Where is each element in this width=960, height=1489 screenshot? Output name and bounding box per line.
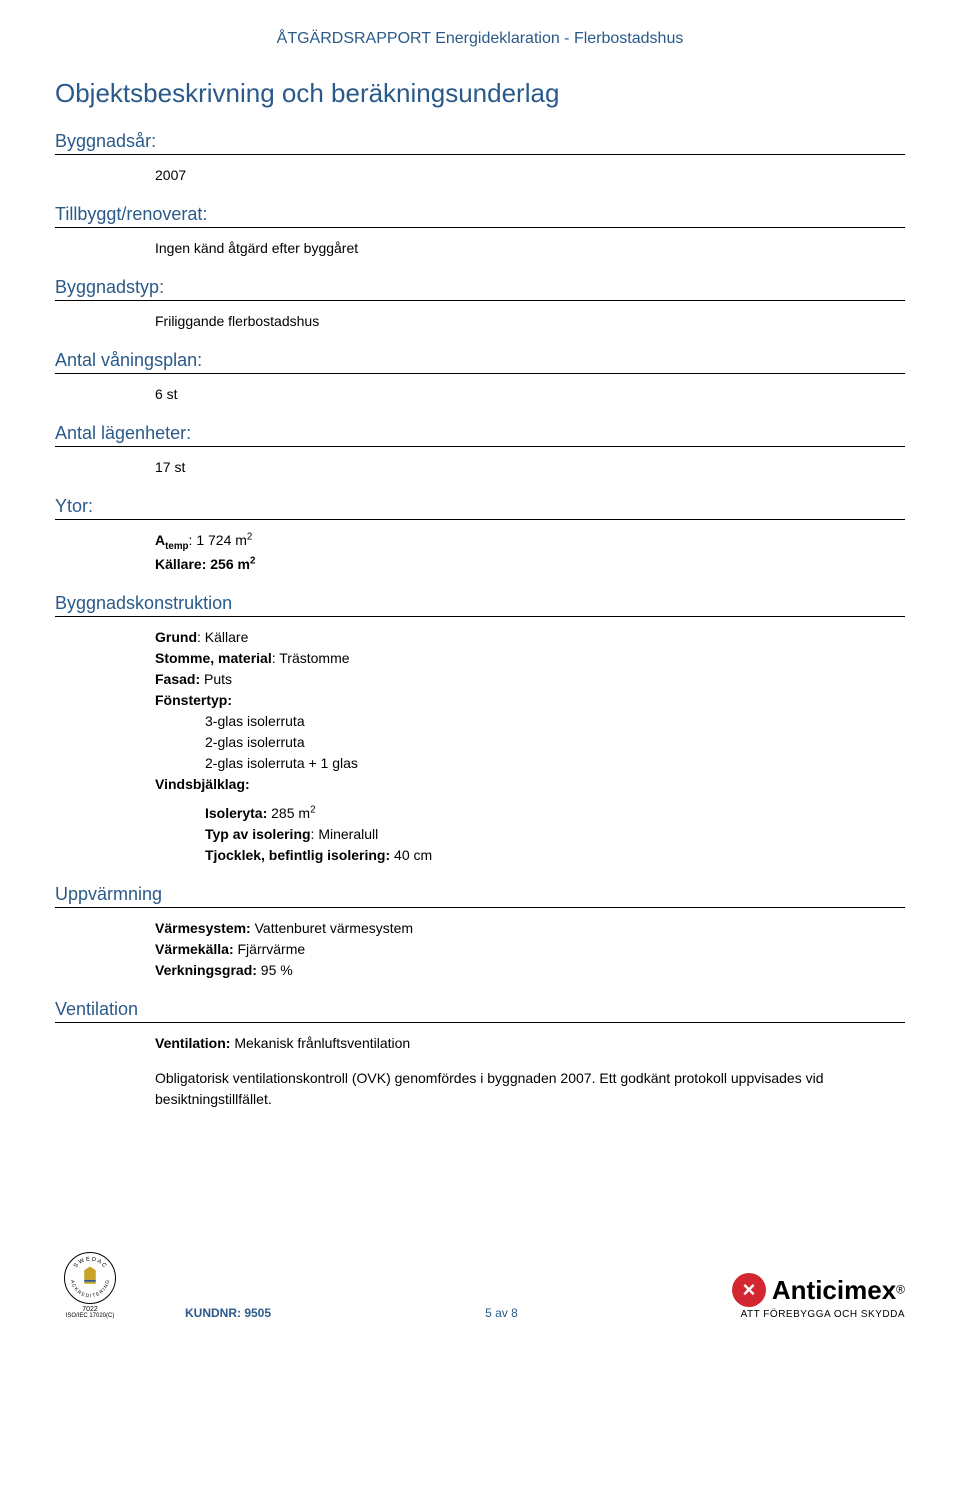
vindsbjalklag-label: Vindsbjälklag:: [155, 776, 250, 792]
typ-val: : Mineralull: [311, 826, 379, 842]
atemp-sq: 2: [247, 531, 252, 542]
fonster-list: 3-glas isolerruta 2-glas isolerruta 2-gl…: [55, 711, 905, 774]
ytor-values: Atemp: 1 724 m2 Källare: 256 m2: [55, 530, 905, 575]
lagenheter-value: 17 st: [55, 457, 905, 478]
tjocklek-val: 40 cm: [390, 847, 432, 863]
section-lagenheter: Antal lägenheter:: [55, 423, 905, 447]
verkningsgrad-line: Verkningsgrad: 95 %: [155, 960, 905, 981]
grund-line: Grund: Källare: [155, 627, 905, 648]
stomme-val: : Trästomme: [272, 650, 350, 666]
atemp-a: A: [155, 532, 165, 548]
section-vaningsplan: Antal våningsplan:: [55, 350, 905, 374]
logo-name-wrap: Anticimex®: [772, 1275, 905, 1306]
page-title: Objektsbeskrivning och beräkningsunderla…: [55, 78, 905, 109]
tillbyggt-value: Ingen känd åtgärd efter byggåret: [55, 238, 905, 259]
accreditation-icon: S W E D A C A C K R E D I T E R I N G: [65, 1252, 115, 1304]
kallare-line: Källare: 256 m2: [155, 554, 905, 575]
uppvarmning-block: Värmesystem: Vattenburet värmesystem Vär…: [55, 918, 905, 981]
fon1: 3-glas isolerruta: [205, 711, 905, 732]
stomme-label: Stomme, material: [155, 650, 272, 666]
footer-left: S W E D A C A C K R E D I T E R I N G 70…: [55, 1250, 271, 1320]
ventilation-block: Ventilation: Mekanisk frånluftsventilati…: [55, 1033, 905, 1054]
isoleryta-line: Isoleryta: 285 m2: [205, 803, 905, 824]
logo-block: × Anticimex® ATT FÖREBYGGA OCH SKYDDA: [732, 1273, 905, 1320]
tjocklek-line: Tjocklek, befintlig isolering: 40 cm: [205, 845, 905, 866]
section-tillbyggt: Tillbyggt/renoverat:: [55, 204, 905, 228]
tjocklek-label: Tjocklek, befintlig isolering:: [205, 847, 390, 863]
grund-label: Grund: [155, 629, 197, 645]
varmesystem-label: Värmesystem:: [155, 920, 251, 936]
varmekalla-val: Fjärrvärme: [234, 941, 306, 957]
byggnadstyp-value: Friliggande flerbostadshus: [55, 311, 905, 332]
kundnr-val: 9505: [244, 1306, 271, 1320]
logo-tagline: ATT FÖREBYGGA OCH SKYDDA: [732, 1309, 905, 1320]
stomme-line: Stomme, material: Trästomme: [155, 648, 905, 669]
ovk-paragraph: Obligatorisk ventilationskontroll (OVK) …: [55, 1068, 905, 1110]
section-ytor: Ytor:: [55, 496, 905, 520]
section-konstruktion: Byggnadskonstruktion: [55, 593, 905, 617]
footer: S W E D A C A C K R E D I T E R I N G 70…: [55, 1250, 905, 1320]
varmesystem-val: Vattenburet värmesystem: [251, 920, 413, 936]
atemp-rest: : 1 724 m: [189, 532, 247, 548]
vindsbjalklag-line: Vindsbjälklag:: [55, 774, 905, 795]
fonstertyp-label: Fönstertyp:: [155, 692, 232, 708]
typ-label: Typ av isolering: [205, 826, 311, 842]
verkningsgrad-label: Verkningsgrad:: [155, 962, 257, 978]
fasad-line: Fasad: Puts: [155, 669, 905, 690]
varmesystem-line: Värmesystem: Vattenburet värmesystem: [155, 918, 905, 939]
grund-val: : Källare: [197, 629, 248, 645]
isoleryta-val: 285 m: [267, 805, 310, 821]
accr-iso: ISO/IEC 17020(C): [66, 1313, 115, 1319]
logo-name: Anticimex: [772, 1275, 896, 1305]
accr-num: 7022: [82, 1306, 98, 1313]
logo-x-icon: ×: [732, 1273, 766, 1307]
kundnr: KUNDNR: 9505: [185, 1306, 271, 1320]
section-byggnadsar: Byggnadsår:: [55, 131, 905, 155]
vent-label: Ventilation:: [155, 1035, 230, 1051]
fon2: 2-glas isolerruta: [205, 732, 905, 753]
logo-row: × Anticimex®: [732, 1273, 905, 1307]
isoleryta-label: Isoleryta:: [205, 805, 267, 821]
fonstertyp-line: Fönstertyp:: [155, 690, 905, 711]
vent-val: Mekanisk frånluftsventilation: [230, 1035, 410, 1051]
verkningsgrad-val: 95 %: [257, 962, 293, 978]
vaningsplan-value: 6 st: [55, 384, 905, 405]
konstruktion-block: Grund: Källare Stomme, material: Trästom…: [55, 627, 905, 711]
fon3: 2-glas isolerruta + 1 glas: [205, 753, 905, 774]
varmekalla-label: Värmekälla:: [155, 941, 234, 957]
page-number: 5 av 8: [485, 1306, 518, 1320]
report-header: ÅTGÄRDSRAPPORT Energideklaration - Flerb…: [55, 30, 905, 48]
typ-line: Typ av isolering: Mineralull: [205, 824, 905, 845]
vent-line: Ventilation: Mekanisk frånluftsventilati…: [155, 1033, 905, 1054]
atemp-line: Atemp: 1 724 m2: [155, 530, 905, 554]
byggnadsar-value: 2007: [55, 165, 905, 186]
fasad-label: Fasad:: [155, 671, 200, 687]
kundnr-label: KUNDNR:: [185, 1306, 244, 1320]
accreditation-circle: S W E D A C A C K R E D I T E R I N G: [64, 1252, 116, 1304]
logo-registered: ®: [896, 1282, 905, 1296]
varmekalla-line: Värmekälla: Fjärrvärme: [155, 939, 905, 960]
isoleryta-sq: 2: [310, 805, 315, 816]
section-ventilation: Ventilation: [55, 999, 905, 1023]
atemp-sub: temp: [165, 541, 188, 552]
section-uppvarmning: Uppvärmning: [55, 884, 905, 908]
kallare-sq: 2: [250, 556, 255, 567]
accreditation-badge: S W E D A C A C K R E D I T E R I N G 70…: [55, 1250, 125, 1320]
section-byggnadstyp: Byggnadstyp:: [55, 277, 905, 301]
vindsbjalklag-details: Isoleryta: 285 m2 Typ av isolering: Mine…: [55, 803, 905, 866]
fasad-val: Puts: [200, 671, 232, 687]
kallare-text: Källare: 256 m: [155, 556, 250, 572]
